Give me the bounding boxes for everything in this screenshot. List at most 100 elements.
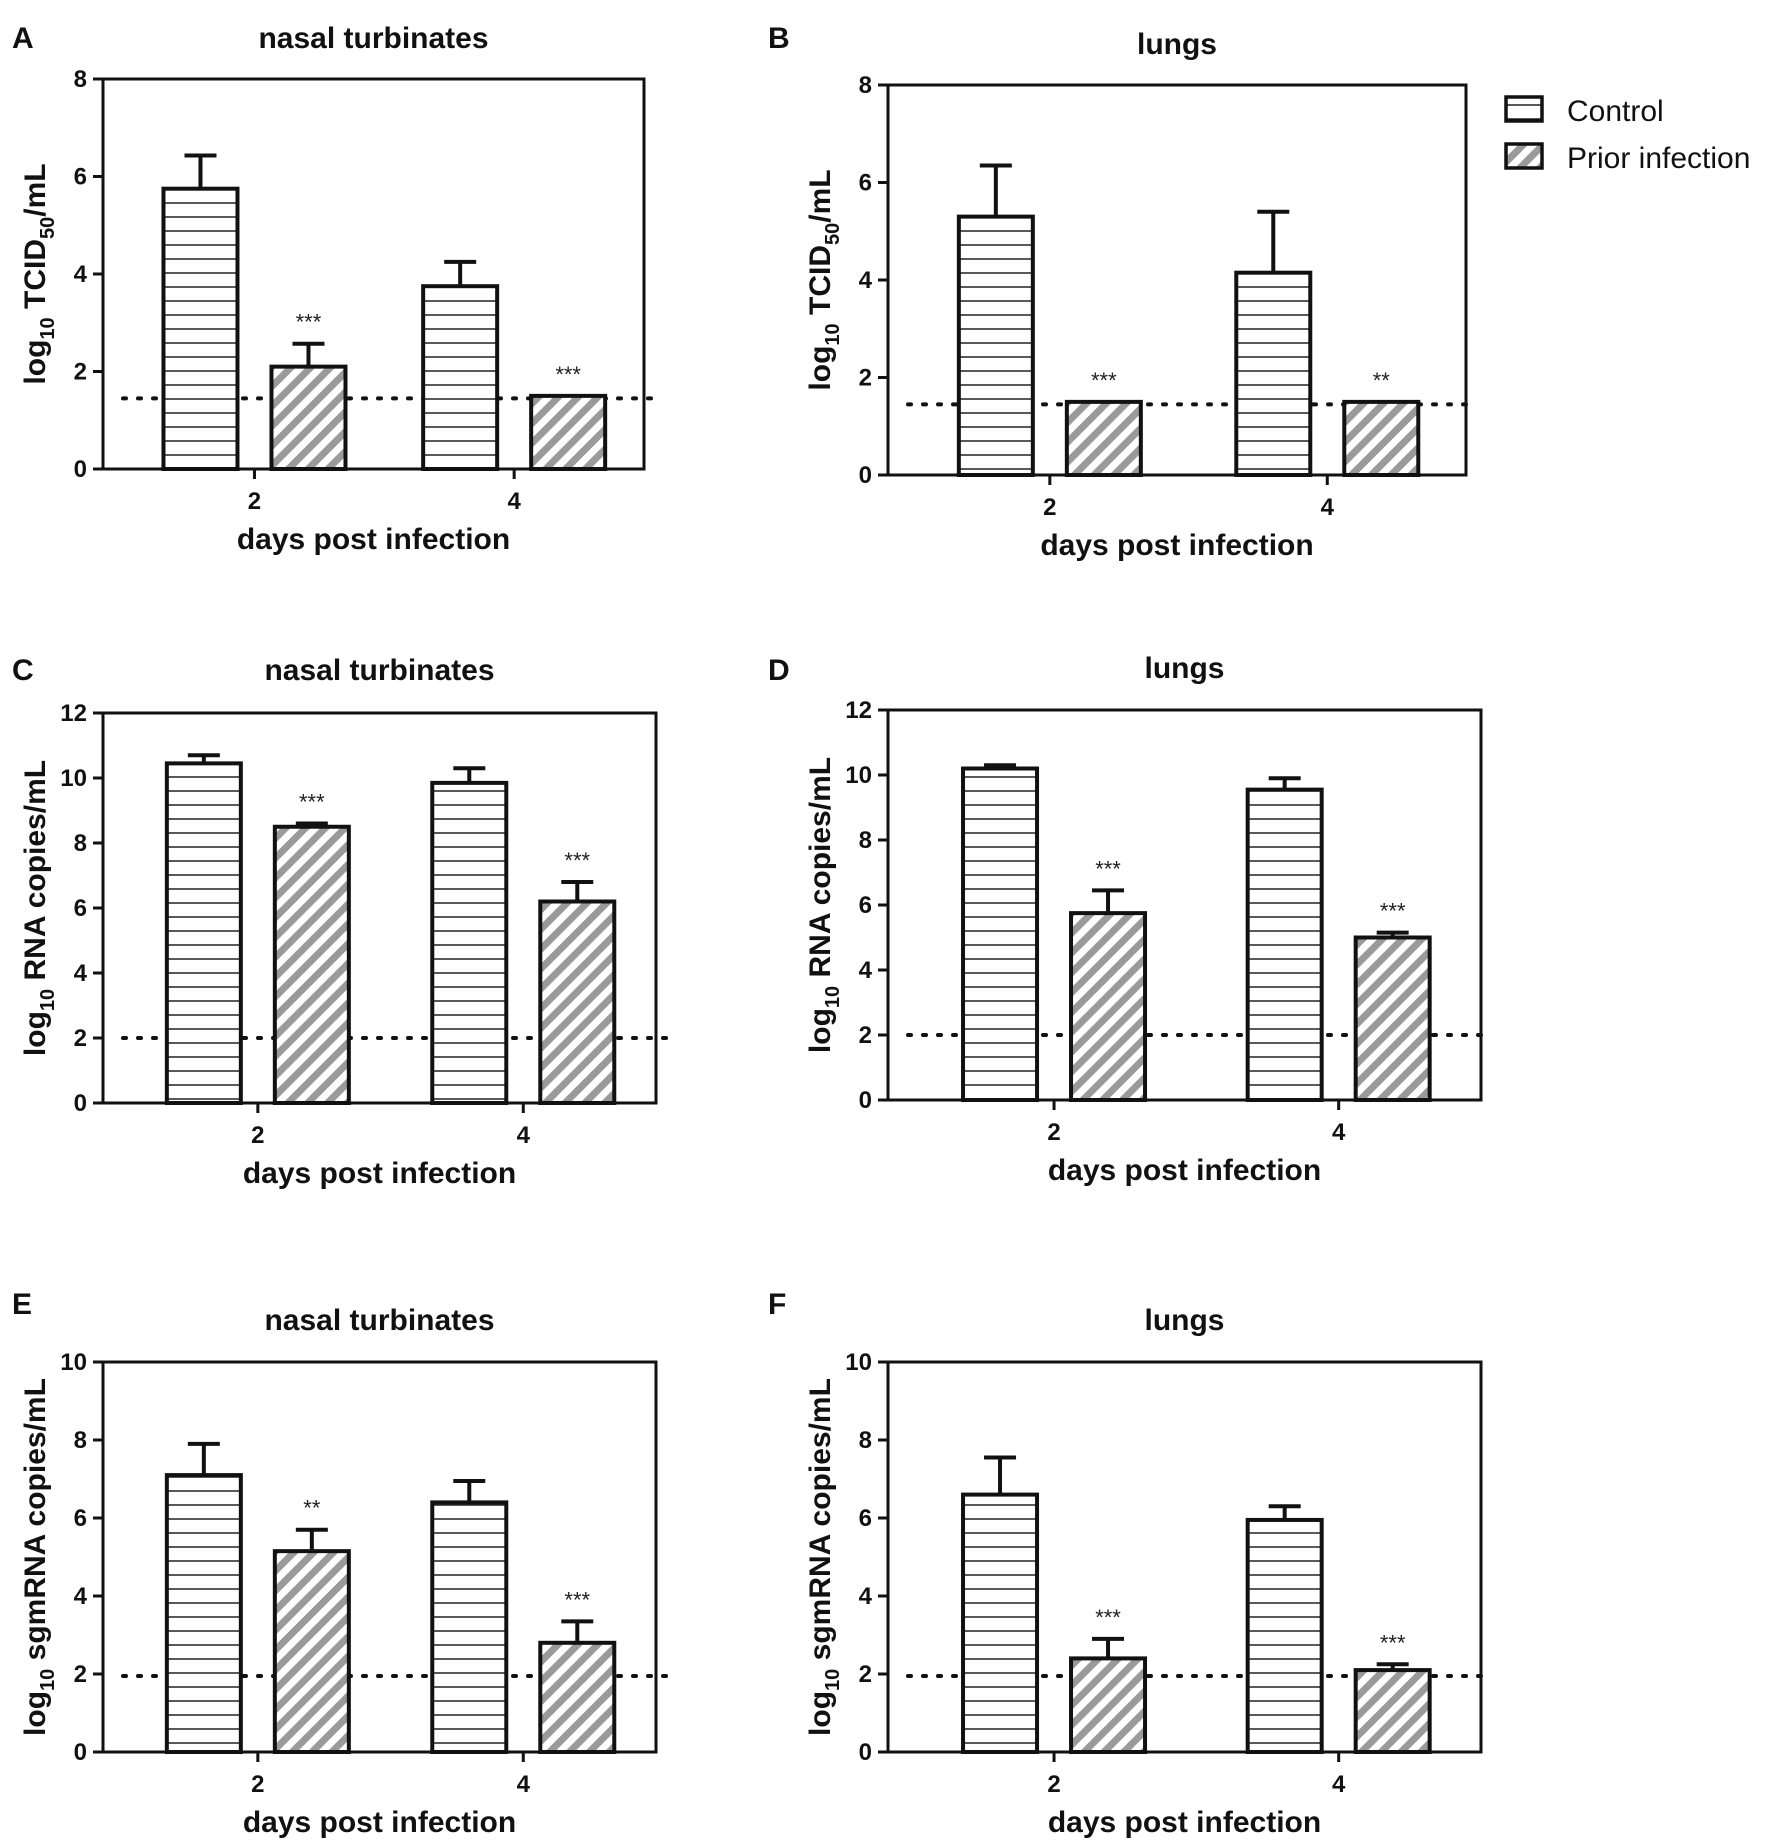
panel-letter: D	[768, 654, 790, 687]
x-axis-label: days post infection	[1040, 529, 1313, 562]
panel-title: nasal turbinates	[264, 654, 494, 687]
bar-prior-infection	[272, 1549, 351, 1755]
legend-control-label: Control	[1567, 95, 1664, 128]
y-axis-label: log10 sgmRNA copies/mL	[19, 1378, 59, 1736]
x-tick-label: 2	[1043, 494, 1056, 521]
bar-prior-infection	[529, 393, 608, 471]
legend-prior-label: Prior infection	[1567, 142, 1750, 175]
panel-title: nasal turbinates	[258, 22, 488, 55]
y-axis-label: log10 sgmRNA copies/mL	[804, 1378, 844, 1736]
bar-control	[164, 761, 243, 1105]
significance-marker: ***	[1095, 856, 1121, 881]
y-tick-label: 8	[859, 827, 872, 854]
y-tick-label: 0	[859, 1087, 872, 1114]
bar-control	[164, 1473, 243, 1754]
y-tick-label: 0	[859, 462, 872, 489]
x-tick-label: 4	[1332, 1771, 1346, 1798]
x-tick-label: 2	[251, 1122, 264, 1149]
y-axis-label: log10 TCID50/mL	[19, 163, 59, 384]
bar-control	[161, 186, 240, 471]
y-tick-label: 0	[859, 1739, 872, 1766]
significance-marker: **	[1373, 368, 1391, 393]
bar-control	[1245, 1517, 1324, 1754]
bar-control	[430, 780, 509, 1105]
x-tick-label: 2	[1047, 1119, 1060, 1146]
x-axis-label: days post infection	[243, 1806, 516, 1839]
panel-title: lungs	[1145, 1304, 1225, 1337]
y-tick-label: 6	[74, 164, 87, 191]
legend-prior-swatch	[1504, 142, 1544, 170]
y-tick-label: 6	[859, 892, 872, 919]
y-tick-label: 2	[859, 1661, 872, 1688]
bar-prior-infection	[1064, 399, 1143, 477]
y-tick-label: 10	[60, 1349, 87, 1376]
y-tick-label: 12	[845, 697, 872, 724]
x-tick-label: 2	[251, 1771, 264, 1798]
x-axis-label: days post infection	[237, 523, 510, 556]
y-tick-label: 4	[859, 1583, 873, 1610]
panel-letter: A	[12, 22, 34, 55]
panel-letter: E	[12, 1288, 32, 1321]
x-tick-label: 4	[517, 1122, 531, 1149]
y-tick-label: 8	[74, 1427, 87, 1454]
bar-prior-infection	[1342, 399, 1421, 477]
bar-prior-infection	[538, 1640, 617, 1755]
bar-control	[1245, 787, 1324, 1102]
x-tick-label: 4	[1321, 494, 1335, 521]
y-tick-label: 2	[859, 365, 872, 392]
significance-marker: ***	[1091, 368, 1117, 393]
significance-marker: ***	[1380, 899, 1406, 924]
significance-marker: ***	[1095, 1605, 1121, 1630]
x-axis-label: days post infection	[243, 1157, 516, 1190]
significance-marker: ***	[564, 1587, 590, 1612]
y-tick-label: 8	[74, 830, 87, 857]
y-tick-label: 4	[74, 1583, 88, 1610]
y-axis-label: log10 RNA copies/mL	[19, 760, 59, 1056]
plot-frame	[101, 1360, 658, 1754]
significance-marker: ***	[1380, 1630, 1406, 1655]
panel-letter: B	[768, 22, 790, 55]
y-tick-label: 6	[74, 1505, 87, 1532]
bar-prior-infection	[1353, 1668, 1432, 1754]
panel-letter: F	[768, 1288, 786, 1321]
y-tick-label: 4	[74, 261, 88, 288]
panel-title: nasal turbinates	[264, 1304, 494, 1337]
y-tick-label: 0	[74, 1739, 87, 1766]
bar-control	[961, 766, 1040, 1102]
y-tick-label: 2	[74, 1661, 87, 1688]
x-axis-label: days post infection	[1048, 1154, 1321, 1187]
y-tick-label: 2	[74, 359, 87, 386]
significance-marker: **	[303, 1496, 321, 1521]
panel-title: lungs	[1137, 28, 1217, 61]
y-tick-label: 2	[859, 1022, 872, 1049]
y-tick-label: 4	[74, 960, 88, 987]
y-tick-label: 8	[74, 66, 87, 93]
x-axis-label: days post infection	[1048, 1806, 1321, 1839]
significance-marker: ***	[299, 790, 325, 815]
y-axis-label: log10 TCID50/mL	[804, 169, 844, 390]
y-tick-label: 4	[859, 957, 873, 984]
bar-prior-infection	[269, 364, 348, 471]
bar-prior-infection	[272, 824, 351, 1105]
x-tick-label: 4	[1332, 1119, 1346, 1146]
x-tick-label: 2	[1047, 1771, 1060, 1798]
y-tick-label: 10	[845, 762, 872, 789]
y-tick-label: 0	[74, 1090, 87, 1117]
significance-marker: ***	[555, 362, 581, 387]
bar-prior-infection	[1069, 1656, 1148, 1755]
bar-control	[1234, 270, 1313, 477]
y-tick-label: 8	[859, 72, 872, 99]
y-tick-label: 8	[859, 1427, 872, 1454]
legend-control-swatch	[1504, 95, 1544, 123]
x-tick-label: 4	[507, 488, 521, 515]
y-tick-label: 6	[859, 170, 872, 197]
y-tick-label: 4	[859, 267, 873, 294]
bar-control	[956, 214, 1035, 477]
